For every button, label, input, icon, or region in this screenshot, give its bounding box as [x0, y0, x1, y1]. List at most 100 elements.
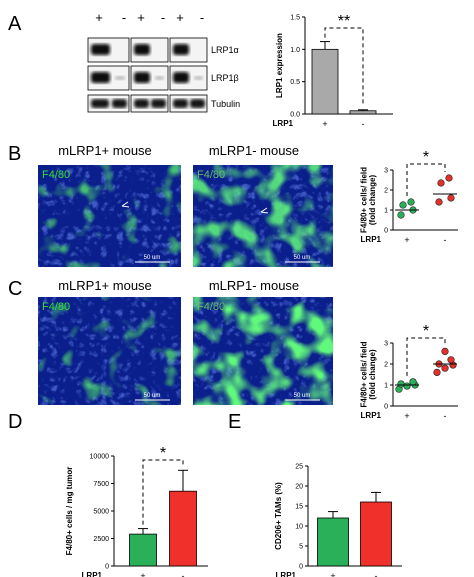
y-axis-label: CD206+ TAMs (%) [274, 482, 283, 550]
y-tick-label: 10 [295, 524, 303, 531]
lane-label: - [161, 10, 165, 25]
significance-marker: * [160, 445, 166, 462]
x-axis-label: LRP1 [273, 119, 294, 128]
scale-bar-label: 50 um [144, 255, 161, 261]
x-category-label: + [404, 411, 409, 421]
stain-label: F4/80 [197, 169, 225, 181]
data-point [403, 382, 411, 390]
x-category-label: - [444, 411, 447, 421]
blot-strip-tubulin [87, 94, 208, 113]
lane-label: - [200, 10, 204, 25]
data-point [397, 380, 405, 388]
x-category-label: + [322, 119, 327, 129]
x-category-label: - [375, 571, 378, 577]
bar [360, 501, 392, 567]
x-category-label: + [140, 571, 145, 577]
y-tick-label: 0.0 [290, 112, 300, 119]
micrograph-title: mLRP1- mouse [209, 143, 299, 158]
significance-bracket [406, 163, 446, 196]
panel-label-d: D [8, 411, 22, 433]
x-axis-label: LRP1 [361, 411, 382, 420]
data-point [407, 198, 415, 206]
blot-strip-lrp1b [87, 65, 208, 91]
stain-label: F4/80 [42, 169, 70, 181]
y-tick-label: 7500 [93, 481, 109, 488]
y-tick-label: 1 [384, 383, 388, 390]
lane-label: + [137, 10, 145, 25]
micrograph-title: mLRP1- mouse [209, 278, 299, 293]
data-point [441, 347, 449, 356]
y-tick-label: 1 [384, 208, 388, 215]
y-axis-label: F4/80+ cells / mg tumor [65, 467, 74, 556]
x-category-label: + [404, 235, 409, 245]
band-label-lrp1a: LRP1α [211, 45, 239, 55]
significance-marker: * [423, 323, 429, 340]
data-point [433, 368, 441, 377]
x-category-label: - [362, 119, 365, 129]
stain-label: F4/80 [42, 301, 70, 313]
panel-label-e: E [228, 411, 241, 433]
significance-bracket [406, 337, 446, 376]
panel-label-a: A [8, 13, 22, 35]
band-label-lrp1b: LRP1β [211, 73, 239, 83]
y-tick-label: 3 [384, 341, 388, 348]
y-tick-label: 20 [295, 484, 303, 491]
bar [169, 490, 197, 567]
scale-bar-label: 50 um [144, 393, 161, 399]
data-point [445, 174, 453, 182]
y-axis-label: LRP1 expression [275, 33, 284, 98]
significance-bracket [324, 27, 364, 106]
y-tick-label: 0.5 [290, 79, 300, 86]
x-category-label: - [444, 235, 447, 245]
scale-bar-label: 50 um [294, 255, 311, 261]
x-category-label: - [182, 571, 185, 577]
data-point [399, 201, 407, 209]
lane-label: + [95, 10, 103, 25]
chart-c-f480-fold-change: 0 1 2 3 F4/80+ cells/ field(fold change) LRP1… [359, 323, 458, 421]
y-tick-label: 15 [295, 504, 303, 511]
micrograph-row-b: mLRP1+ mouse mLRP1- mouse F4/80 F4/80 50… [38, 143, 333, 267]
y-tick-label: 25 [295, 464, 303, 471]
y-tick-label: 1.0 [290, 47, 300, 54]
micrograph-title: mLRP1+ mouse [58, 143, 152, 158]
data-point [441, 364, 449, 372]
y-tick-label: 5 [299, 544, 303, 551]
chart-b-f480-fold-change: 0 1 2 3 F4/80+ cells/ field(fold change) LRP1… [359, 149, 458, 245]
data-point [447, 194, 455, 202]
y-tick-label: 3 [384, 168, 388, 175]
bar [349, 110, 377, 115]
micrograph-image [193, 165, 333, 267]
y-axis-label: F4/80+ cells/ field(fold change) [359, 341, 377, 407]
data-point [409, 378, 417, 386]
chart-e-cd206-tams: 0 5 10 15 20 25 CD206+ TAMs (%) LRP1 + - [274, 464, 402, 577]
chart-d-f480-per-mg: 0 2500 5000 7500 10000 F4/80+ cells / mg tumo… [65, 445, 208, 577]
data-point [397, 211, 405, 219]
stain-label: F4/80 [197, 301, 225, 313]
micrograph-image [38, 165, 181, 267]
chart-a-lrp1-expression: 0.0 0.5 1.0 1.5 LRP1 expression LRP1 + - ** [273, 13, 393, 129]
band-label-tubulin: Tubulin [211, 99, 240, 109]
y-tick-label: 0 [384, 228, 388, 235]
data-point [435, 198, 443, 206]
lane-label: + [176, 10, 184, 25]
x-category-label: + [330, 571, 335, 577]
y-tick-label: 0 [384, 404, 388, 411]
y-tick-label: 2 [384, 362, 388, 369]
micrograph-image [38, 297, 181, 405]
bar [129, 533, 157, 567]
bar [317, 517, 349, 567]
data-point [447, 356, 455, 364]
significance-marker: * [423, 149, 429, 166]
data-point [437, 179, 445, 187]
y-tick-label: 1.5 [290, 15, 300, 22]
significance-bracket [142, 459, 184, 525]
y-tick-label: 2 [384, 188, 388, 195]
y-axis-label: F4/80+ cells/ field(fold change) [359, 167, 377, 233]
micrograph-title: mLRP1+ mouse [58, 278, 152, 293]
x-axis-label: LRP1 [82, 571, 103, 577]
x-axis-label: LRP1 [361, 235, 382, 244]
y-tick-label: 2500 [93, 536, 109, 543]
x-axis-label: LRP1 [276, 571, 297, 577]
scale-bar-label: 50 um [294, 393, 311, 399]
